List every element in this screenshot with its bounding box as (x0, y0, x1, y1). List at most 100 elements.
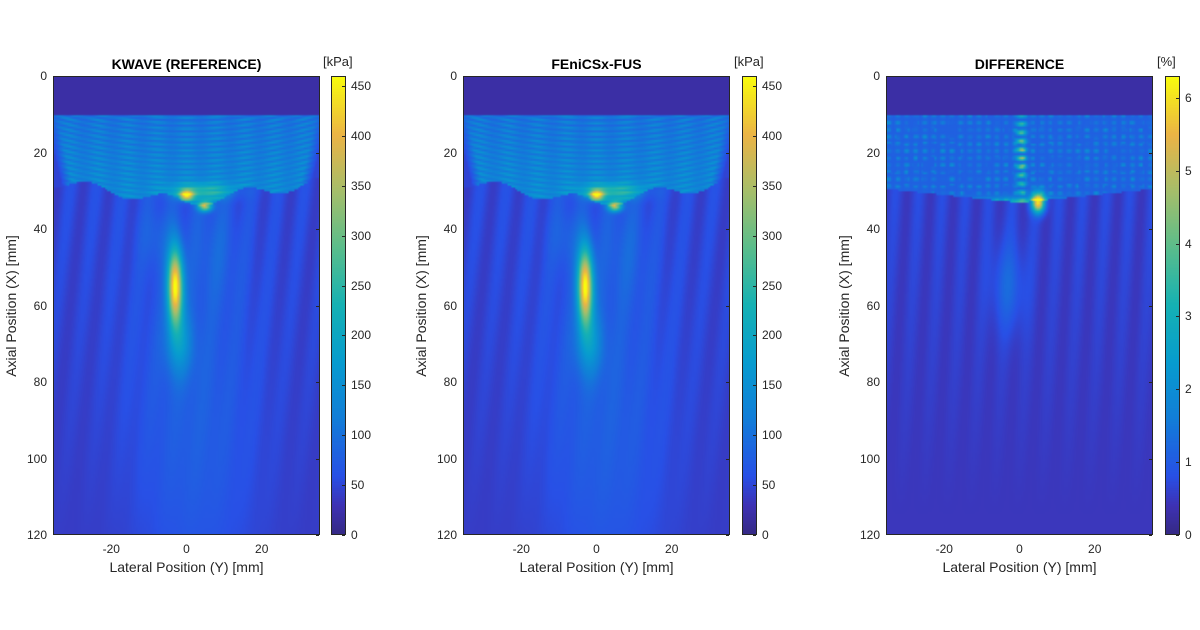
x-tick-label: 0 (183, 542, 190, 556)
y-tick-mark (316, 458, 319, 460)
y-tick-label: 100 (436, 451, 457, 466)
x-tick-label: -20 (102, 542, 120, 556)
colorbar-tick-mark (753, 235, 756, 237)
y-tick-mark (1149, 382, 1152, 383)
colorbar-tick-label: 50 (762, 478, 776, 493)
y-tick-mark (316, 305, 319, 307)
y-tick-mark (1149, 76, 1152, 77)
y-tick-label: 80 (443, 375, 457, 389)
colorbar-tick-mark (1176, 97, 1179, 99)
x-tick-label: 0 (1016, 542, 1023, 556)
colorbar-tick-label: 6 (1185, 90, 1192, 105)
colorbar-gradient (1166, 77, 1179, 534)
x-tick-label: -20 (935, 542, 953, 556)
colorbar-tick-label: 200 (762, 328, 783, 343)
colorbar-gradient (743, 77, 756, 534)
colorbar-tick-mark (342, 285, 345, 287)
colorbar-tick-mark (1176, 170, 1179, 172)
colorbar-tick-mark (342, 185, 345, 187)
colorbar-tick-mark (753, 285, 756, 287)
colorbar-tick-mark (753, 435, 756, 437)
colorbar-tick-label: 450 (762, 78, 783, 93)
colorbar-tick-label: 1 (1185, 455, 1192, 470)
y-tick-mark (316, 535, 319, 536)
colorbar-tick-label: 50 (351, 478, 365, 493)
colorbar-tick-label: 2 (1185, 382, 1192, 397)
colorbar-tick-mark (342, 435, 345, 437)
colorbar-tick-label: 4 (1185, 236, 1192, 251)
y-axis-label: Axial Position (X) [mm] (3, 234, 19, 377)
colorbar-tick-mark (342, 235, 345, 237)
chart-title: KWAVE (REFERENCE) (111, 56, 262, 72)
heatmap-image (887, 77, 1152, 534)
y-tick-label: 60 (443, 298, 457, 313)
y-tick-label: 100 (859, 451, 880, 466)
y-tick-label: 40 (443, 222, 457, 236)
colorbar-tick-label: 450 (351, 78, 372, 93)
y-tick-mark (1149, 229, 1152, 230)
colorbar-tick-label: 0 (351, 528, 358, 542)
chart-title: FEniCSx-FUS (551, 56, 642, 72)
x-axis-label: Lateral Position (Y) [mm] (519, 559, 674, 575)
y-tick-label: 120 (26, 528, 47, 542)
colorbar-tick-mark (1176, 243, 1179, 245)
colorbar-tick-mark (1176, 535, 1179, 536)
chart-title: DIFFERENCE (974, 56, 1065, 72)
y-tick-label: 120 (859, 528, 880, 542)
colorbar-tick-label: 250 (351, 278, 372, 293)
x-tick-label: 20 (665, 542, 679, 556)
y-tick-label: 40 (866, 222, 880, 236)
colorbar-tick-label: 0 (1185, 528, 1192, 542)
x-axis-label: Lateral Position (Y) [mm] (942, 559, 1097, 575)
y-tick-mark (316, 229, 319, 230)
colorbar-unit: [kPa] (734, 54, 764, 69)
y-tick-mark (726, 76, 729, 77)
colorbar-tick-label: 150 (351, 378, 372, 393)
heatmap-plot (53, 76, 320, 535)
y-tick-mark (1149, 152, 1152, 154)
y-tick-label: 20 (33, 145, 47, 160)
colorbar-tick-mark (753, 535, 756, 536)
colorbar-tick-mark (342, 485, 345, 487)
colorbar-tick-mark (1176, 462, 1179, 464)
colorbar-tick-mark (753, 485, 756, 487)
x-tick-label: 0 (593, 542, 600, 556)
y-tick-mark (316, 152, 319, 154)
y-axis-label: Axial Position (X) [mm] (413, 234, 429, 377)
x-tick-label: 20 (255, 542, 269, 556)
y-tick-label: 0 (40, 69, 47, 83)
colorbar (1165, 76, 1180, 535)
colorbar-tick-label: 350 (762, 178, 783, 193)
colorbar-tick-mark (753, 85, 756, 87)
y-tick-label: 40 (33, 222, 47, 236)
colorbar-tick-mark (753, 185, 756, 187)
y-tick-mark (726, 535, 729, 536)
y-tick-mark (726, 152, 729, 154)
heatmap-plot (463, 76, 730, 535)
y-tick-label: 60 (866, 298, 880, 313)
y-tick-label: 120 (436, 528, 457, 542)
y-axis-label: Axial Position (X) [mm] (836, 234, 852, 377)
colorbar-tick-label: 300 (351, 228, 372, 243)
colorbar-tick-mark (753, 135, 756, 137)
colorbar-tick-label: 0 (762, 528, 769, 542)
x-tick-label: 20 (1088, 542, 1102, 556)
colorbar-tick-label: 5 (1185, 163, 1192, 178)
y-tick-mark (726, 458, 729, 460)
heatmap-image (464, 77, 729, 534)
colorbar-tick-label: 350 (351, 178, 372, 193)
y-tick-mark (316, 382, 319, 383)
colorbar-tick-label: 150 (762, 378, 783, 393)
colorbar-tick-label: 100 (351, 428, 372, 443)
colorbar-tick-mark (342, 85, 345, 87)
y-tick-label: 80 (33, 375, 47, 389)
y-tick-mark (1149, 535, 1152, 536)
colorbar-tick-mark (753, 335, 756, 337)
y-tick-mark (316, 76, 319, 77)
heatmap-image (54, 77, 319, 534)
y-tick-mark (726, 382, 729, 383)
colorbar-tick-label: 3 (1185, 309, 1192, 324)
colorbar-tick-label: 400 (762, 128, 783, 143)
